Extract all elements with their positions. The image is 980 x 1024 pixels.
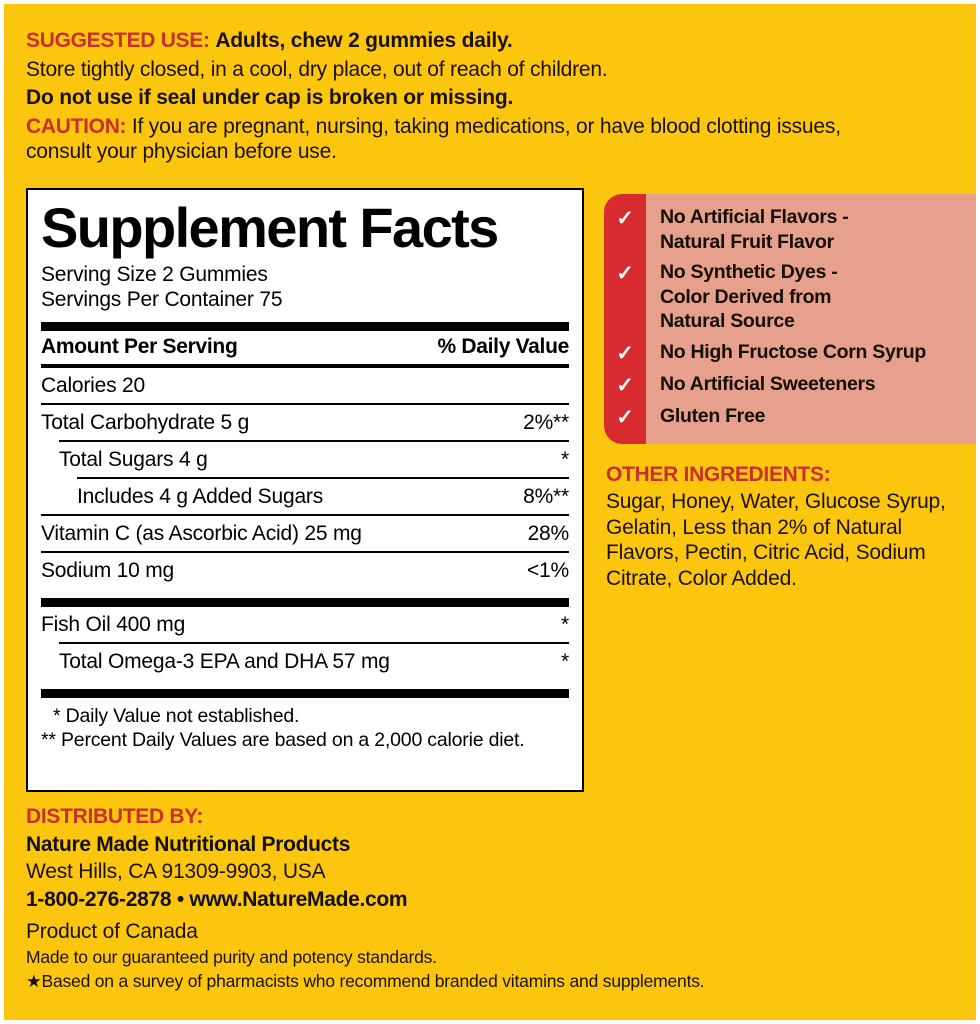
distributed-by-heading: DISTRIBUTED BY: [26, 805, 204, 828]
suggested-use-label: SUGGESTED USE: [26, 29, 210, 52]
checkmark-icon: ✓ [616, 373, 634, 397]
list-item: ✓ No Synthetic Dyes - Color Derived from… [604, 260, 976, 334]
row-divider [59, 642, 569, 644]
product-claims-box: ✓ No Artificial Flavors - Natural Fruit … [604, 194, 976, 444]
footnotes-block: * Daily Value not established. ** Percen… [41, 698, 569, 752]
nutrient-name: Vitamin C (as Ascorbic Acid) 25 mg [41, 522, 362, 545]
row-divider [59, 440, 569, 442]
nutrient-daily-value: * [561, 613, 569, 636]
checkmark-icon: ✓ [616, 341, 634, 365]
claim-line: Gluten Free [660, 404, 766, 427]
nutrient-daily-value: 8%** [523, 485, 569, 508]
rule-group-separator [41, 598, 569, 607]
other-ingredients-body: Sugar, Honey, Water, Glucose Syrup, Gela… [606, 490, 946, 590]
footnote-double-star: ** Percent Daily Values are based on a 2… [41, 729, 525, 751]
row-divider [41, 514, 569, 516]
survey-note: ★Based on a survey of pharmacists who re… [26, 970, 705, 991]
table-row: Total Carbohydrate 5 g 2%** [41, 405, 569, 440]
row-divider [41, 551, 569, 553]
list-item: ✓ No High Fructose Corn Syrup [604, 340, 976, 366]
phone-number[interactable]: 1-800-276-2878 [26, 888, 172, 911]
list-item: ✓ No Artificial Sweeteners [604, 372, 976, 398]
nutrient-name: Sodium 10 mg [41, 559, 175, 582]
header-amount-per-serving: Amount Per Serving [41, 335, 238, 358]
website-url[interactable]: www.NatureMade.com [189, 888, 408, 911]
caution-label: CAUTION: [26, 114, 127, 138]
nutrient-daily-value: 28% [527, 522, 570, 545]
serving-size: Serving Size 2 Gummies [41, 263, 268, 286]
nutrient-name: Fish Oil 400 mg [41, 613, 186, 636]
nutrient-daily-value: * [561, 448, 569, 471]
table-row: Includes 4 g Added Sugars 8%** [41, 479, 569, 514]
contact-line: 1-800-276-2878 • www.NatureMade.com [26, 887, 956, 913]
claims-red-stripe [604, 194, 646, 444]
checkmark-icon: ✓ [616, 207, 634, 230]
bullet-separator: • [176, 888, 184, 911]
company-name: Nature Made Nutritional Products [26, 833, 351, 856]
rule-below-header [41, 364, 569, 368]
nutrient-name: Total Sugars 4 g [59, 448, 208, 471]
usage-instructions-block: SUGGESTED USE: Adults, chew 2 gummies da… [26, 28, 936, 165]
claim-text: No Artificial Flavors - Natural Fruit Fl… [646, 205, 849, 254]
table-row: Total Omega-3 EPA and DHA 57 mg * [41, 644, 569, 679]
table-row: Sodium 10 mg <1% [41, 553, 569, 588]
table-row: Calories 20 [41, 368, 569, 403]
suggested-use-text: Adults, chew 2 gummies daily. [215, 29, 513, 52]
distributed-by-block: DISTRIBUTED BY: Nature Made Nutritional … [26, 804, 956, 992]
supplement-facts-title: Supplement Facts [41, 196, 499, 259]
suggested-use-line: SUGGESTED USE: Adults, chew 2 gummies da… [26, 28, 936, 54]
nutrient-daily-value: * [561, 650, 569, 673]
nutrient-daily-value: 2%** [523, 411, 569, 434]
claim-text: Gluten Free [646, 404, 765, 429]
caution-text-1: If you are pregnant, nursing, taking med… [131, 114, 841, 138]
table-header-row: Amount Per Serving % Daily Value [41, 331, 569, 364]
storage-line: Store tightly closed, in a cool, dry pla… [26, 57, 608, 81]
quality-note: Made to our guaranteed purity and potenc… [26, 947, 437, 967]
rule-above-footnotes [41, 689, 569, 698]
product-origin: Product of Canada [26, 920, 198, 943]
claim-line: No Artificial Sweeteners [660, 372, 876, 395]
nutrient-name: Includes 4 g Added Sugars [77, 485, 324, 508]
claim-text: No Synthetic Dyes - Color Derived from N… [646, 260, 838, 334]
supplement-facts-panel: Supplement Facts Serving Size 2 Gummies … [26, 188, 584, 792]
nutrient-name: Total Carbohydrate 5 g [41, 411, 250, 434]
claim-text: No Artificial Sweeteners [646, 372, 876, 397]
caution-line-2: consult your physician before use. [26, 140, 337, 163]
header-percent-daily-value: % Daily Value [437, 335, 569, 358]
nutrient-name: Total Omega-3 EPA and DHA 57 mg [59, 650, 390, 673]
claim-line: No Synthetic Dyes - [660, 261, 838, 283]
caution-line-1: CAUTION: If you are pregnant, nursing, t… [26, 114, 936, 140]
other-ingredients-block: OTHER INGREDIENTS: Sugar, Honey, Water, … [606, 462, 976, 591]
servings-per-container: Servings Per Container 75 [41, 288, 283, 311]
row-divider [77, 477, 569, 479]
other-ingredients-heading: OTHER INGREDIENTS: [606, 463, 831, 486]
checkmark-icon: ✓ [616, 405, 634, 429]
list-item: ✓ Gluten Free [604, 404, 976, 430]
rule-above-header [41, 322, 569, 331]
claim-line: Color Derived from [660, 285, 832, 308]
company-address: West Hills, CA 91309-9903, USA [26, 860, 326, 883]
nutrient-daily-value: <1% [526, 559, 569, 582]
claim-line: Natural Source [660, 310, 795, 332]
seal-warning-line: Do not use if seal under cap is broken o… [26, 86, 514, 109]
row-divider [41, 403, 569, 405]
nutrient-name: Calories 20 [41, 374, 146, 397]
claim-text: No High Fructose Corn Syrup [646, 340, 926, 365]
claims-list: ✓ No Artificial Flavors - Natural Fruit … [604, 194, 976, 430]
table-row: Vitamin C (as Ascorbic Acid) 25 mg 28% [41, 516, 569, 551]
table-row: Total Sugars 4 g * [41, 442, 569, 477]
list-item: ✓ No Artificial Flavors - Natural Fruit … [604, 205, 976, 254]
footnote-single-star: * Daily Value not established. [53, 705, 300, 727]
claim-line: Natural Fruit Flavor [660, 230, 834, 253]
claim-line: No Artificial Flavors - [660, 206, 849, 228]
table-row: Fish Oil 400 mg * [41, 607, 569, 642]
supplement-label-panel: SUGGESTED USE: Adults, chew 2 gummies da… [4, 4, 976, 1020]
claim-line: No High Fructose Corn Syrup [660, 340, 926, 363]
checkmark-icon: ✓ [616, 262, 634, 285]
